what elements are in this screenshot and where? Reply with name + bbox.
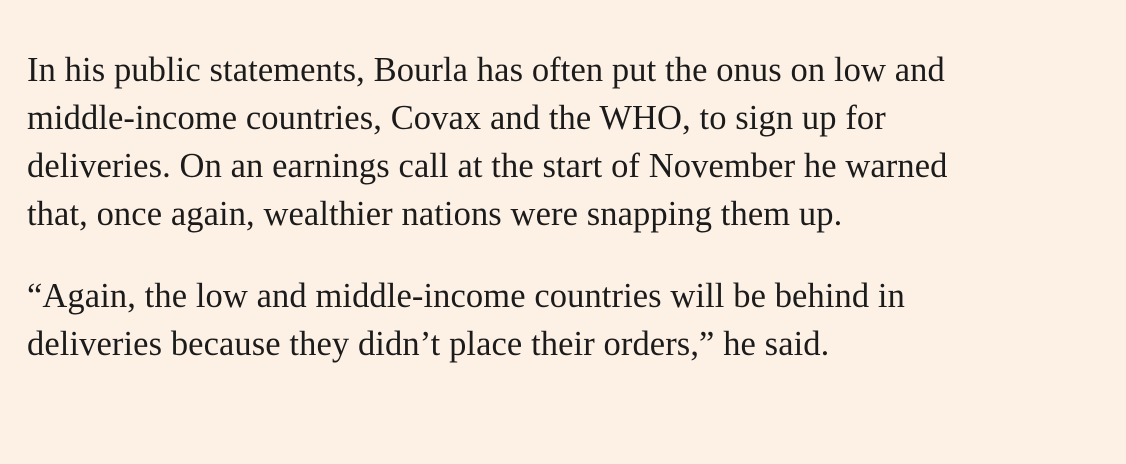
paragraph-bourla-statements: In his public statements, Bourla has oft…	[27, 46, 1106, 238]
paragraph-line: deliveries because they didn’t place the…	[27, 325, 830, 363]
paragraph-line: “Again, the low and middle-income countr…	[27, 277, 905, 315]
paragraph-line: that, once again, wealthier nations were…	[27, 195, 843, 233]
paragraph-line: In his public statements, Bourla has oft…	[27, 51, 945, 89]
paragraph-line: deliveries. On an earnings call at the s…	[27, 147, 948, 185]
paragraph-line: middle-income countries, Covax and the W…	[27, 99, 886, 137]
paragraph-quote: “Again, the low and middle-income countr…	[27, 272, 1106, 368]
